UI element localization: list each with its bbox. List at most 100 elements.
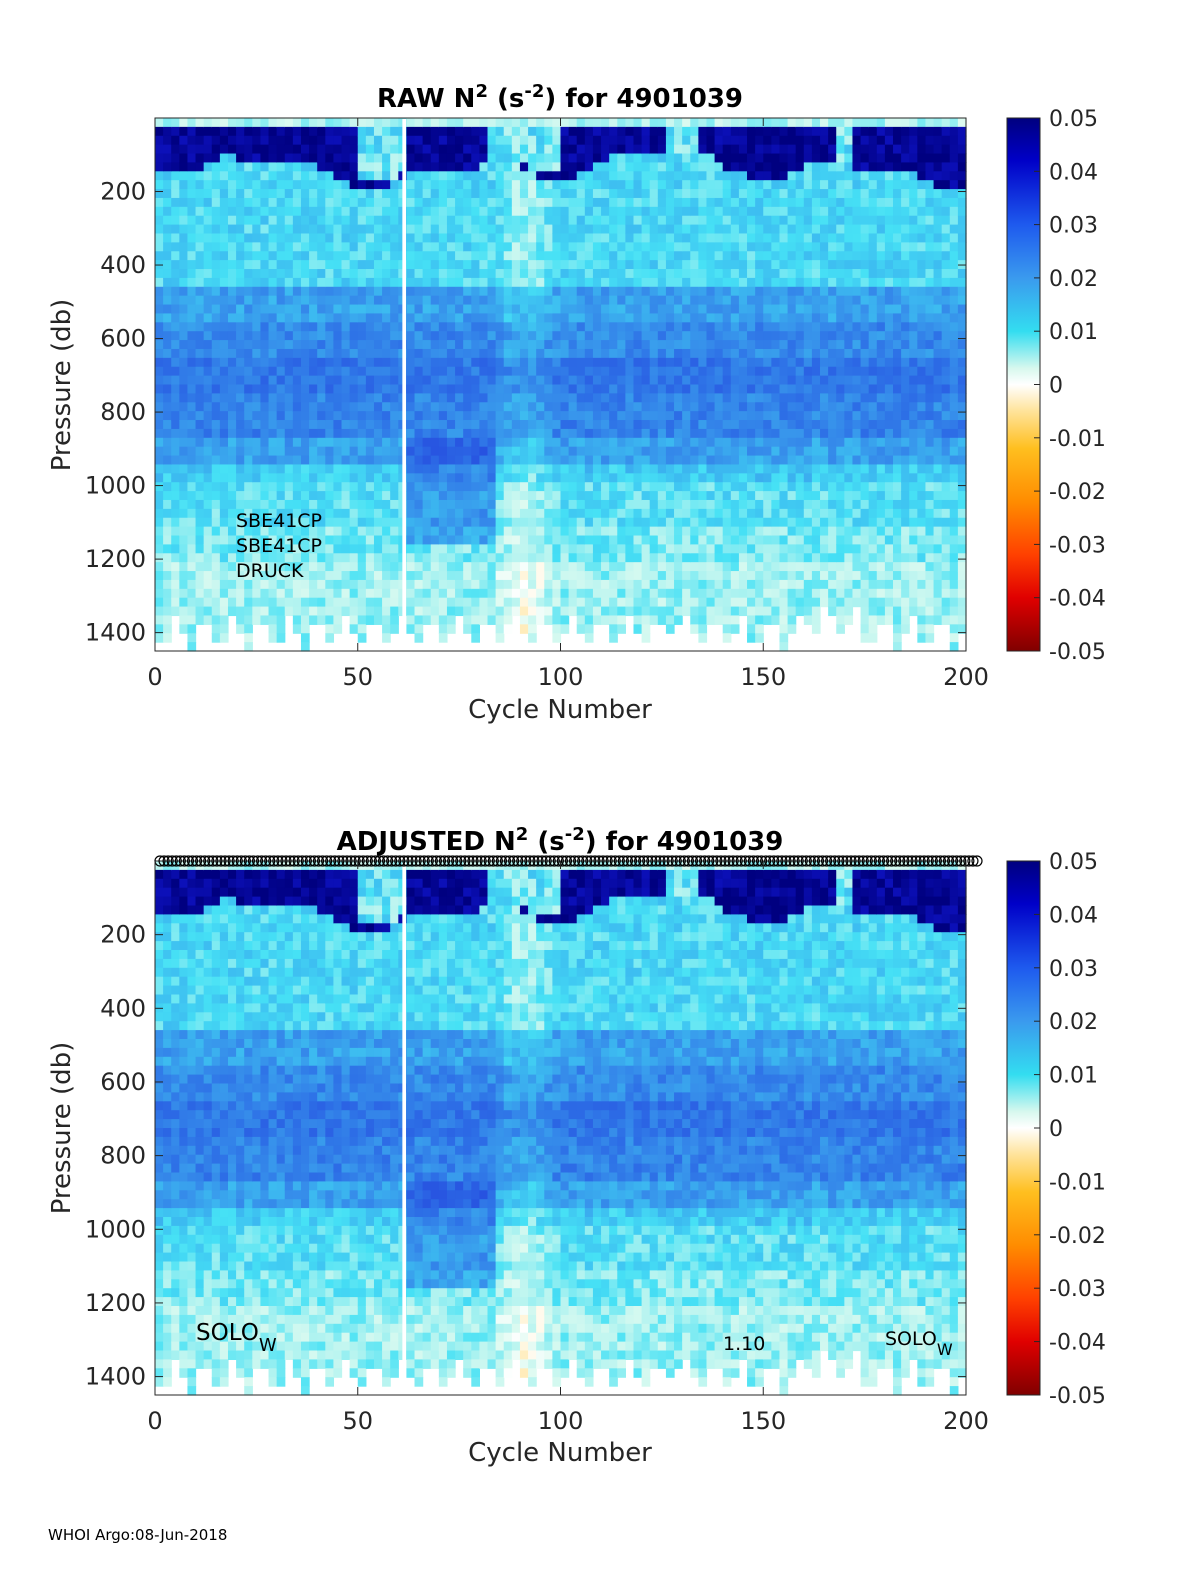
heatmap-cell [601, 251, 610, 261]
heatmap-cell [511, 224, 521, 235]
heatmap-cell [373, 260, 383, 270]
heatmap-cell [747, 206, 756, 217]
heatmap-cell [657, 517, 667, 528]
heatmap-cell [357, 189, 367, 199]
heatmap-cell [633, 606, 643, 617]
heatmap-cell [317, 251, 326, 261]
heatmap-cell [195, 340, 205, 350]
heatmap-cell [568, 606, 578, 617]
heatmap-cell [568, 482, 578, 492]
heatmap-cell [625, 180, 635, 190]
heatmap-cell [219, 286, 229, 297]
heatmap-cell [828, 260, 837, 270]
heatmap-cell [852, 313, 862, 323]
heatmap-cell [625, 393, 635, 403]
heatmap-cell [690, 562, 699, 572]
heatmap-cell [828, 162, 837, 172]
heatmap-cell [698, 215, 708, 226]
heatmap-cell [195, 499, 205, 510]
heatmap-cell [373, 446, 383, 457]
heatmap-cell [811, 562, 821, 572]
heatmap-cell [747, 579, 756, 590]
heatmap-cell [714, 491, 724, 501]
heatmap-cell [714, 260, 724, 270]
heatmap-cell [268, 260, 278, 270]
heatmap-cell [576, 340, 586, 350]
heatmap-cell [811, 437, 821, 448]
heatmap-cell [155, 579, 164, 590]
heatmap-cell [390, 499, 399, 510]
heatmap-cell [803, 215, 813, 226]
heatmap-cell [852, 135, 862, 146]
heatmap-cell [203, 446, 213, 457]
heatmap-cell [219, 322, 229, 332]
heatmap-cell [755, 544, 764, 554]
heatmap-cell [268, 544, 278, 554]
heatmap-cell [195, 597, 205, 608]
heatmap-cell [519, 357, 529, 368]
heatmap-cell [390, 180, 399, 190]
heatmap-cell [722, 189, 732, 199]
heatmap-cell [195, 579, 205, 590]
heatmap-cell [487, 606, 497, 617]
heatmap-cell [852, 295, 862, 306]
heatmap-cell [747, 331, 756, 341]
heatmap-cell [657, 544, 667, 554]
heatmap-cell [811, 162, 821, 172]
heatmap-cell [495, 473, 505, 483]
heatmap-cell [519, 340, 529, 350]
heatmap-cell [641, 189, 651, 199]
heatmap-cell [227, 286, 237, 297]
heatmap-cell [422, 393, 432, 403]
heatmap-cell [349, 491, 359, 501]
heatmap-cell [787, 135, 797, 146]
heatmap-cell [365, 260, 375, 270]
heatmap-cell [244, 615, 253, 625]
heatmap-cell [698, 420, 708, 430]
heatmap-cell [446, 295, 456, 306]
heatmap-cell [625, 437, 635, 448]
heatmap-cell [779, 411, 789, 421]
heatmap-cell [268, 633, 278, 643]
heatmap-cell [276, 624, 286, 634]
heatmap-cell [487, 224, 497, 235]
heatmap-cell [244, 508, 253, 519]
heatmap-cell [179, 588, 189, 599]
heatmap-cell [479, 499, 489, 510]
heatmap-cell [495, 535, 505, 545]
heatmap-cell [300, 606, 310, 617]
heatmap-cell [227, 464, 237, 474]
heatmap-cell [155, 206, 164, 217]
heatmap-cell [649, 553, 659, 563]
heatmap-cell [422, 233, 432, 243]
heatmap-cell [560, 562, 570, 572]
heatmap-cell [657, 420, 667, 430]
heatmap-cell [730, 597, 740, 608]
heatmap-cell [528, 402, 537, 412]
heatmap-cell [836, 242, 845, 252]
heatmap-cell [706, 277, 716, 288]
heatmap-cell [584, 366, 594, 377]
heatmap-cell [519, 366, 529, 377]
heatmap-cell [276, 411, 286, 421]
heatmap-cell [738, 482, 748, 492]
heatmap-cell [828, 384, 837, 394]
heatmap-cell [495, 126, 505, 137]
heatmap-cell [787, 393, 797, 403]
heatmap-cell [528, 295, 537, 306]
heatmap-cell [479, 295, 489, 306]
heatmap-cell [828, 402, 837, 412]
heatmap-cell [665, 517, 675, 528]
heatmap-cell [568, 562, 578, 572]
heatmap-cell [584, 233, 594, 243]
heatmap-cell [333, 135, 343, 146]
heatmap-cell [674, 588, 683, 599]
heatmap-cell [276, 269, 286, 279]
heatmap-cell [382, 295, 391, 306]
heatmap-cell [309, 544, 318, 554]
heatmap-cell [479, 420, 489, 430]
heatmap-cell [601, 126, 610, 137]
heatmap-cell [179, 393, 189, 403]
heatmap-cell [163, 224, 172, 235]
heatmap-cell [430, 340, 440, 350]
